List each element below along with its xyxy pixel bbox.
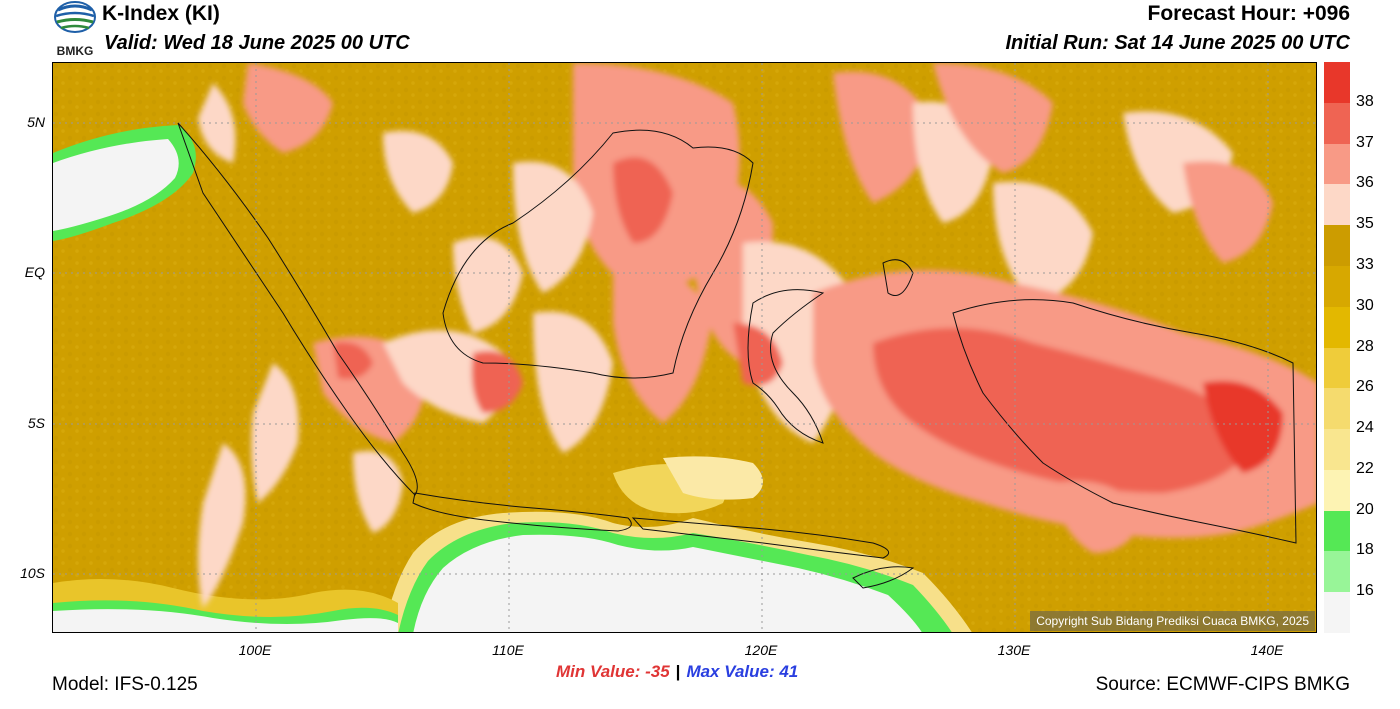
nusa-tenggara-coast bbox=[631, 517, 890, 559]
max-value: Max Value: 41 bbox=[686, 662, 799, 681]
colorbar-swatch bbox=[1324, 184, 1350, 226]
colorbar-swatch bbox=[1324, 592, 1350, 634]
min-max-separator: | bbox=[675, 662, 681, 681]
colorbar-label: 36 bbox=[1356, 174, 1374, 192]
colorbar-swatch bbox=[1324, 306, 1350, 348]
colorbar-label: 24 bbox=[1356, 419, 1374, 437]
colorbar-label: 20 bbox=[1356, 500, 1374, 518]
colorbar-swatch bbox=[1324, 62, 1350, 104]
lon-label-130e: 130E bbox=[997, 642, 1031, 658]
lat-label-5s: 5S bbox=[27, 415, 45, 431]
sulawesi-coast bbox=[747, 289, 825, 444]
colorbar-swatch bbox=[1324, 551, 1350, 593]
k-index-map: Copyright Sub Bidang Prediksi Cuaca BMKG… bbox=[52, 62, 1317, 633]
lon-label-140e: 140E bbox=[1250, 642, 1284, 658]
coastlines bbox=[177, 122, 1297, 589]
colorbar-swatch bbox=[1324, 469, 1350, 512]
copyright-notice: Copyright Sub Bidang Prediksi Cuaca BMKG… bbox=[1030, 611, 1315, 631]
colorbar-label: 22 bbox=[1356, 459, 1374, 477]
map-field bbox=[53, 63, 1316, 632]
graticule bbox=[53, 63, 1316, 632]
new-guinea-coast bbox=[952, 299, 1297, 544]
map-title: K-Index (KI) bbox=[102, 2, 220, 25]
bmkg-logo: BMKG bbox=[52, 0, 98, 62]
lat-label-eq: EQ bbox=[24, 264, 45, 280]
logo-text: BMKG bbox=[56, 44, 94, 58]
low-ki-region-northwest bbox=[53, 125, 196, 241]
colorbar-label: 18 bbox=[1356, 541, 1374, 559]
lon-label-100e: 100E bbox=[238, 642, 272, 658]
forecast-hour: Forecast Hour: +096 bbox=[1147, 2, 1351, 25]
initial-run: Initial Run: Sat 14 June 2025 00 UTC bbox=[1005, 32, 1350, 54]
colorbar-label: 16 bbox=[1356, 582, 1374, 600]
colorbar-swatch bbox=[1324, 143, 1350, 185]
colorbar-swatch bbox=[1324, 388, 1350, 430]
java-coast bbox=[412, 492, 632, 532]
colorbar-label: 38 bbox=[1356, 92, 1374, 110]
model-label: Model: IFS-0.125 bbox=[52, 674, 198, 695]
valid-time: Valid: Wed 18 June 2025 00 UTC bbox=[104, 32, 410, 54]
colorbar-swatch bbox=[1324, 102, 1350, 145]
source-label: Source: ECMWF-CIPS BMKG bbox=[1095, 674, 1350, 695]
colorbar-swatch bbox=[1324, 510, 1350, 552]
colorbar-label: 26 bbox=[1356, 378, 1374, 396]
lon-label-110e: 110E bbox=[492, 642, 524, 658]
min-max-values: Min Value: -35 | Max Value: 41 bbox=[556, 662, 798, 682]
timor-coast bbox=[852, 566, 915, 589]
lon-label-120e: 120E bbox=[744, 642, 778, 658]
borneo-coast bbox=[442, 129, 754, 379]
ki-35-37-patches bbox=[198, 63, 1316, 608]
colorbar-label: 35 bbox=[1356, 215, 1374, 233]
lat-label-5n: 5N bbox=[27, 114, 45, 130]
colorbar-swatch bbox=[1324, 429, 1350, 471]
lat-label-10s: 10S bbox=[20, 565, 45, 581]
colorbar-swatch bbox=[1324, 347, 1350, 389]
low-ki-region-south bbox=[53, 456, 972, 632]
colorbar-label: 37 bbox=[1356, 133, 1374, 151]
bmkg-logo-icon bbox=[54, 1, 96, 33]
colorbar-label: 30 bbox=[1356, 296, 1374, 314]
colorbar-label: 28 bbox=[1356, 337, 1374, 355]
colorbar-swatch bbox=[1324, 265, 1350, 308]
min-value: Min Value: -35 bbox=[556, 662, 670, 681]
colorbar-swatch bbox=[1324, 225, 1350, 267]
colorbar-label: 33 bbox=[1356, 255, 1374, 273]
sumatra-coast bbox=[177, 122, 418, 496]
